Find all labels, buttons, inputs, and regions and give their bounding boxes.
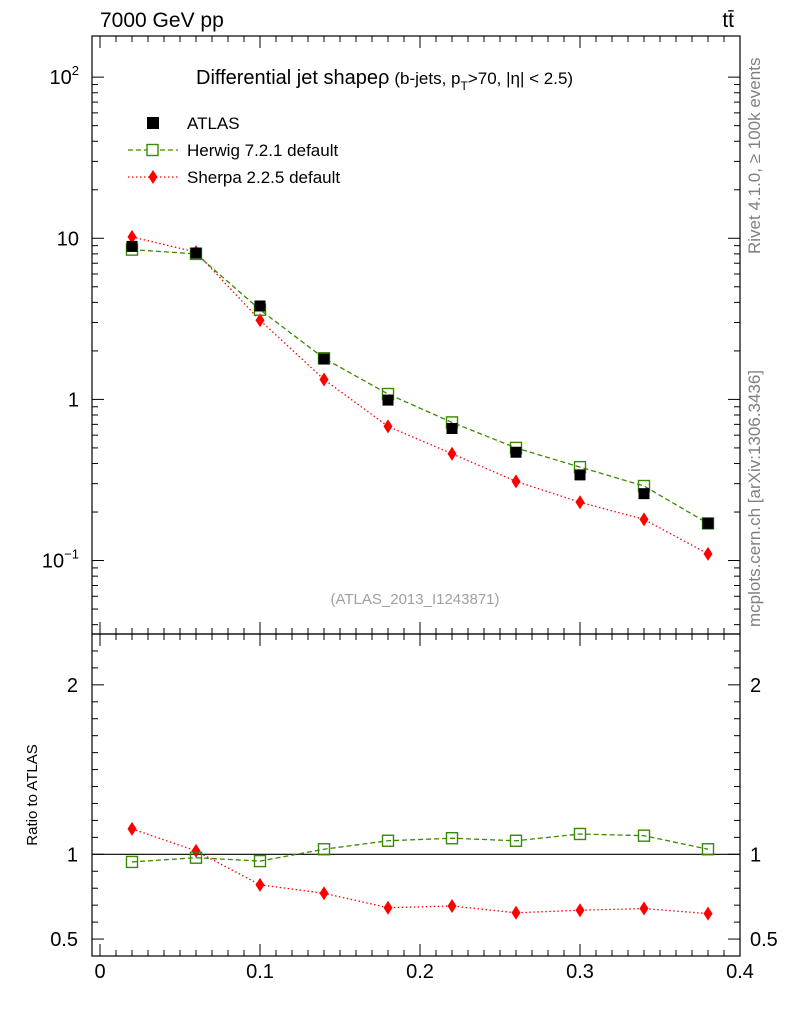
- main-axis-ticks: [92, 36, 741, 634]
- sherpa-point: [383, 419, 393, 434]
- sherpa-point: [255, 313, 265, 328]
- analysis-watermark: (ATLAS_2013_I1243871): [330, 591, 499, 608]
- sherpa-point: [127, 229, 137, 244]
- herwig-ratio-point: [253, 854, 267, 868]
- atlas-point: [638, 488, 650, 500]
- herwig-ratio-point: [381, 834, 395, 847]
- legend-sherpa-marker: [148, 170, 158, 184]
- herwig-line: [131, 248, 709, 524]
- sherpa-ratio-point: [255, 877, 265, 892]
- legend: ATLAS Herwig 7.2.1 default Sherpa 2.2.5 …: [128, 114, 340, 187]
- title-symbol: ρ: [378, 67, 389, 89]
- herwig-ratio-point: [509, 834, 523, 847]
- ratio-plot-frame: [91, 633, 741, 957]
- energy-label: 7000 GeV pp: [100, 9, 224, 32]
- atlas-point: [702, 517, 714, 529]
- sherpa-ratio-point: [575, 903, 585, 918]
- sherpa-ratio-point: [383, 900, 393, 915]
- x-tick-label: 0.3: [566, 961, 594, 983]
- y-tick-label-right: 1: [750, 844, 761, 866]
- title-cut-sub: T: [461, 79, 469, 93]
- ratio-y-axis-label: Ratio to ATLAS: [24, 744, 41, 845]
- sherpa-line: [131, 236, 709, 555]
- y-tick-label: 2: [67, 675, 78, 697]
- sherpa-point: [511, 474, 521, 489]
- ratio-axis-ticks: [92, 633, 741, 957]
- herwig-ratio-point: [189, 851, 203, 864]
- atlas-point: [254, 300, 266, 312]
- title-main: Differential jet shape: [196, 67, 378, 89]
- y-tick-label: 10: [57, 228, 79, 250]
- main-y-tick-labels: 10−1 1 10 102: [42, 63, 79, 572]
- process-label: tt̄: [722, 9, 734, 32]
- mcplots-reference-label: mcplots.cern.ch [arXiv:1306.3436]: [745, 370, 764, 627]
- herwig-ratio-point: [701, 843, 715, 856]
- legend-herwig-marker: [146, 143, 159, 157]
- herwig-ratio-line: [131, 833, 709, 863]
- sherpa-ratio-point: [639, 901, 649, 916]
- sherpa-point: [703, 546, 713, 561]
- sherpa-point: [319, 372, 329, 387]
- rivet-version-label: Rivet 4.1.0, ≥ 100k events: [745, 58, 764, 254]
- y-tick-label: 1: [68, 389, 79, 411]
- y-tick-label-right: 2: [750, 675, 761, 697]
- x-tick-label: 0.2: [406, 961, 434, 983]
- y-tick-label: 10−1: [42, 547, 79, 573]
- x-tick-labels: 0 0.1 0.2 0.3 0.4: [94, 961, 753, 983]
- ratio-panel: 0.5 0.5 1 1 2 2 0 0.1 0.2 0.3 0.4 Ratio to ATLAS: [24, 633, 778, 983]
- main-panel: 10−1 1 10 102 Differential jet shapeρ (b-jet…: [42, 35, 741, 635]
- sherpa-point: [447, 446, 457, 461]
- y-tick-label: 0.5: [50, 929, 78, 951]
- main-data-series: [125, 229, 715, 561]
- sherpa-ratio-point: [511, 905, 521, 920]
- x-tick-label: 0: [94, 961, 105, 983]
- sherpa-point: [575, 495, 585, 510]
- sherpa-ratio-point: [127, 821, 137, 836]
- herwig-ratio-point: [125, 855, 139, 869]
- sherpa-ratio-point: [191, 843, 201, 858]
- sherpa-ratio-point: [319, 886, 329, 901]
- atlas-point: [574, 469, 586, 481]
- atlas-point: [510, 446, 522, 458]
- ratio-y-tick-labels: 0.5 0.5 1 1 2 2: [50, 675, 778, 951]
- x-tick-label: 0.1: [246, 961, 274, 983]
- sherpa-ratio-point: [703, 906, 713, 921]
- x-tick-label: 0.4: [726, 961, 754, 983]
- y-tick-label: 1: [67, 844, 78, 866]
- sherpa-point: [639, 512, 649, 527]
- title-cut-open: (b-jets, p: [394, 69, 460, 88]
- legend-herwig-label: Herwig 7.2.1 default: [187, 141, 338, 160]
- sherpa-ratio-point: [447, 899, 457, 914]
- legend-atlas-label: ATLAS: [187, 114, 240, 133]
- y-tick-label-right: 0.5: [750, 929, 778, 951]
- herwig-ratio-point: [445, 832, 459, 845]
- chart-title: Differential jet shapeρ (b-jets, pT>70, |…: [196, 67, 573, 93]
- y-tick-label: 102: [50, 63, 79, 89]
- atlas-point: [382, 394, 394, 406]
- herwig-ratio-point: [637, 829, 651, 842]
- legend-atlas-marker: [147, 117, 159, 129]
- title-cut-close: >70, |η| < 2.5): [468, 69, 573, 88]
- herwig-ratio-point: [317, 843, 331, 856]
- sherpa-ratio-line: [131, 828, 709, 915]
- atlas-point: [190, 247, 202, 259]
- ratio-data-series: [125, 821, 715, 921]
- atlas-point: [126, 240, 138, 252]
- atlas-point: [318, 353, 330, 365]
- atlas-point: [446, 422, 458, 434]
- legend-sherpa-label: Sherpa 2.2.5 default: [187, 168, 340, 187]
- herwig-ratio-point: [573, 827, 587, 841]
